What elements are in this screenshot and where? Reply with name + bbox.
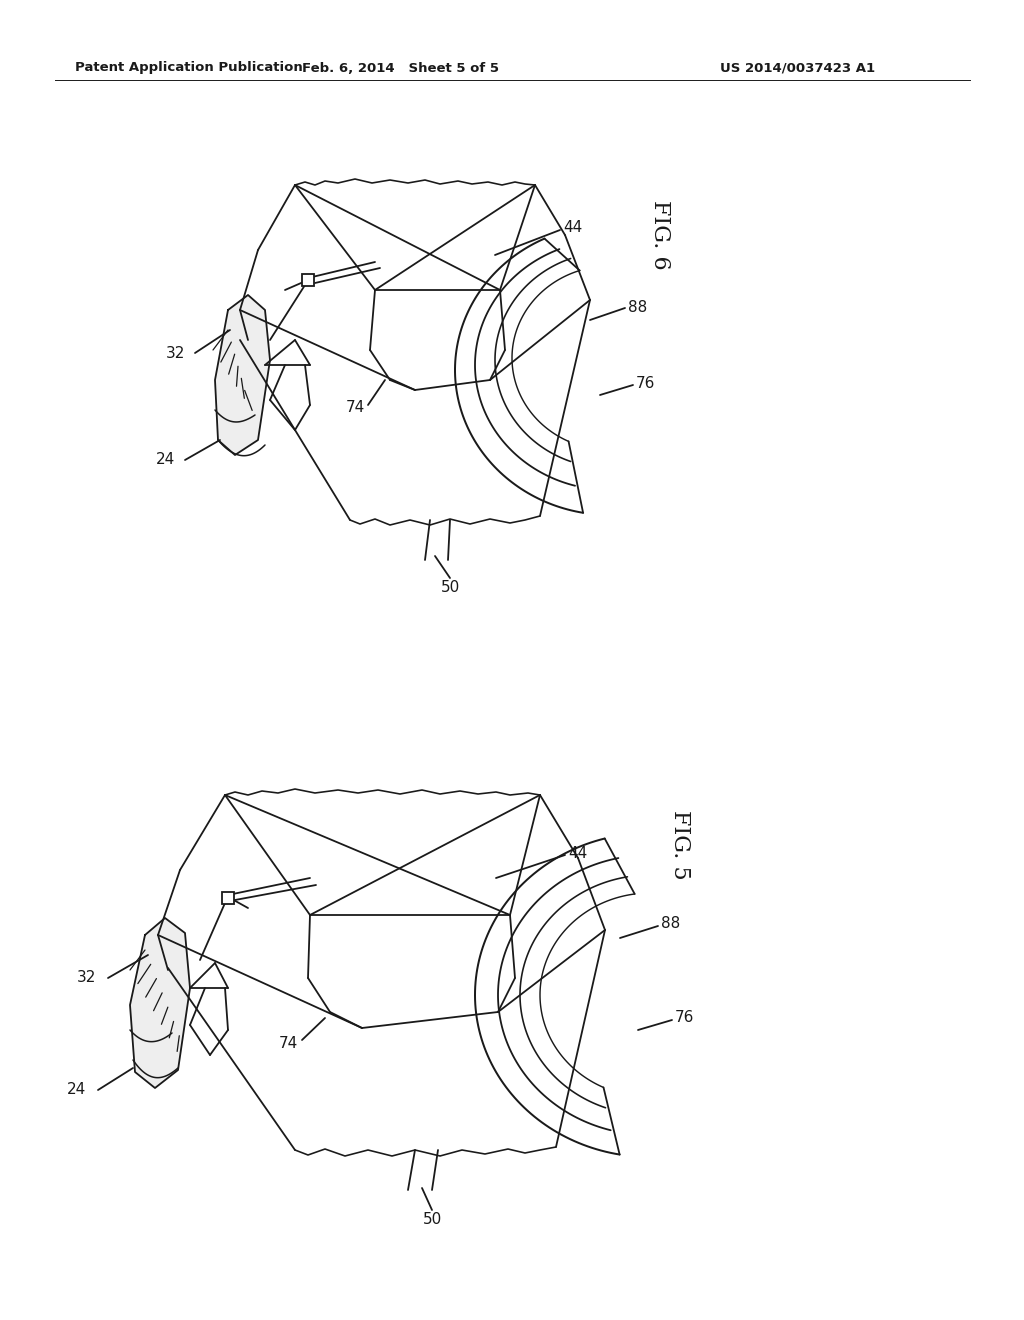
Text: Feb. 6, 2014   Sheet 5 of 5: Feb. 6, 2014 Sheet 5 of 5 bbox=[301, 62, 499, 74]
Text: 50: 50 bbox=[422, 1212, 441, 1228]
Text: 76: 76 bbox=[636, 375, 655, 391]
Text: 44: 44 bbox=[563, 220, 583, 235]
Text: 24: 24 bbox=[67, 1082, 86, 1097]
Bar bbox=[222, 892, 234, 904]
Text: 50: 50 bbox=[440, 579, 460, 595]
Text: 32: 32 bbox=[166, 346, 185, 360]
Text: 32: 32 bbox=[77, 970, 96, 986]
Text: 74: 74 bbox=[279, 1035, 298, 1051]
Text: US 2014/0037423 A1: US 2014/0037423 A1 bbox=[720, 62, 876, 74]
Text: 88: 88 bbox=[662, 916, 680, 932]
Text: FIG. 6: FIG. 6 bbox=[649, 201, 671, 269]
Bar bbox=[302, 275, 314, 286]
Polygon shape bbox=[130, 917, 190, 1088]
Text: 44: 44 bbox=[568, 846, 587, 861]
Text: 76: 76 bbox=[675, 1011, 694, 1026]
Polygon shape bbox=[215, 294, 270, 455]
Text: 88: 88 bbox=[628, 300, 647, 314]
Text: 24: 24 bbox=[156, 453, 175, 467]
Text: Patent Application Publication: Patent Application Publication bbox=[75, 62, 303, 74]
Text: FIG. 5: FIG. 5 bbox=[669, 810, 691, 880]
Text: 74: 74 bbox=[345, 400, 365, 416]
